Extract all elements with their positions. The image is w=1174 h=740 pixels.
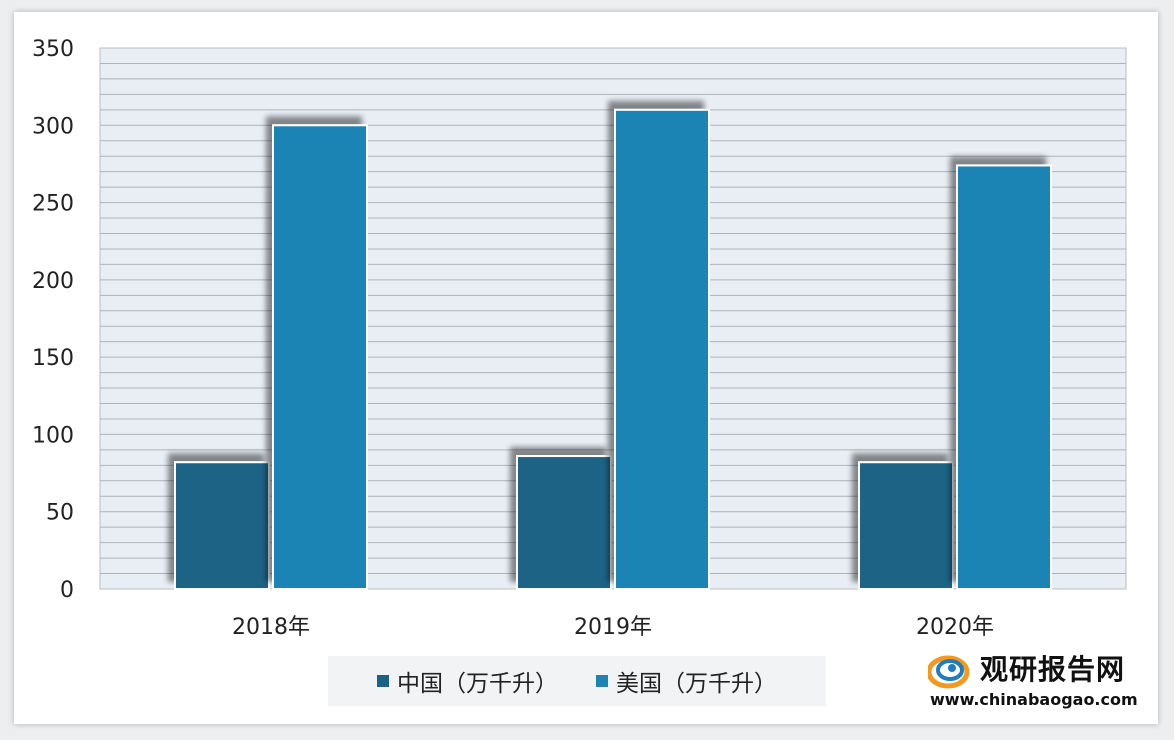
legend-label-china: 中国（万千升）	[397, 671, 558, 697]
x-tick-label: 2018年	[232, 615, 310, 640]
bars	[174, 108, 1052, 591]
bar-china-0	[174, 461, 270, 591]
y-tick-label: 0	[60, 578, 74, 603]
y-tick-label: 200	[32, 269, 74, 294]
bar-china-2	[858, 461, 954, 591]
bar-usa-0	[272, 124, 368, 591]
plot-area	[99, 47, 1127, 590]
y-tick-label: 350	[32, 37, 74, 62]
bar-china-1	[516, 455, 612, 590]
y-tick-label: 300	[32, 114, 74, 139]
x-axis: 2018年 2019年 2020年	[232, 615, 994, 640]
brand-logo-icon	[928, 655, 970, 689]
y-tick-label: 50	[46, 501, 74, 526]
bar-usa-1	[614, 108, 710, 590]
y-tick-label: 250	[32, 192, 74, 217]
legend-swatch-china	[377, 675, 389, 687]
watermark: 观研报告网 www.chinabaogao.com	[928, 648, 1158, 712]
legend-swatch-usa	[596, 675, 608, 687]
legend: 中国（万千升） 美国（万千升）	[328, 656, 826, 706]
y-tick-label: 150	[32, 346, 74, 371]
y-tick-label: 100	[32, 423, 74, 448]
watermark-url: www.chinabaogao.com	[930, 690, 1138, 709]
x-tick-label: 2020年	[916, 615, 994, 640]
grid-lines	[100, 62, 1126, 575]
bar-usa-2	[956, 164, 1052, 591]
legend-label-usa: 美国（万千升）	[616, 671, 777, 697]
legend-item-usa: 美国（万千升）	[596, 664, 777, 698]
watermark-title: 观研报告网	[980, 653, 1126, 686]
legend-item-china: 中国（万千升）	[377, 664, 558, 698]
y-axis: 0 50 100 150 200 250 300 350	[32, 37, 74, 603]
x-tick-label: 2019年	[574, 615, 652, 640]
